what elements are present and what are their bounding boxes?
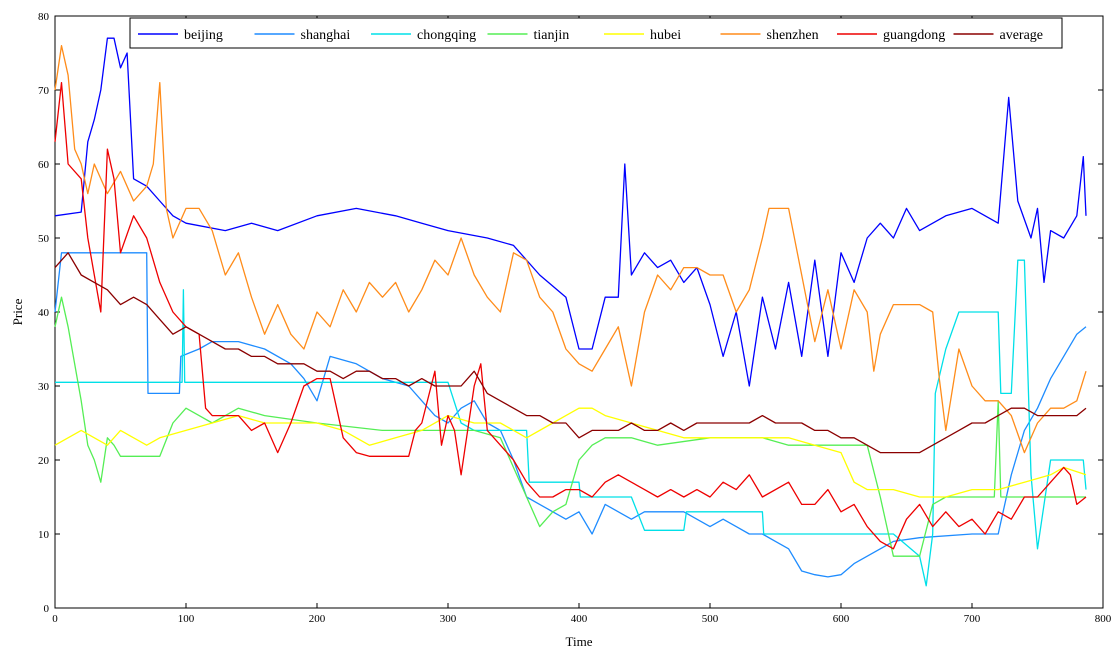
x-axis: 0 100 200 300 400 500 600 700 800: [52, 16, 1112, 625]
plot-area: [54, 15, 1104, 609]
legend-label-guangdong: guangdong: [883, 28, 945, 43]
y-tick-label: 60: [38, 159, 50, 171]
y-axis-title: Price: [10, 298, 25, 325]
legend-label-beijing: beijing: [184, 28, 223, 43]
y-tick-label: 10: [38, 529, 50, 541]
x-tick-label: 0: [52, 613, 58, 625]
y-tick-label: 40: [38, 307, 50, 319]
x-tick-label: 100: [178, 613, 195, 625]
series-layer: [54, 37, 1087, 587]
x-tick-label: 800: [1095, 613, 1112, 625]
y-tick-label: 0: [44, 603, 50, 615]
x-tick-label: 600: [833, 613, 850, 625]
series-line-hubei: [54, 407, 1087, 498]
legend-label-shanghai: shanghai: [301, 28, 351, 43]
y-tick-label: 50: [38, 233, 50, 245]
y-tick-label: 20: [38, 455, 50, 467]
x-axis-title: Time: [566, 634, 593, 648]
series-line-average: [54, 252, 1087, 454]
series-line-beijing: [54, 37, 1087, 387]
y-tick-label: 80: [38, 11, 50, 23]
y-axis: 0 10 20 30 40 50 60 70 80: [38, 11, 1103, 615]
legend-label-chongqing: chongqing: [417, 28, 476, 43]
legend-label-shenzhen: shenzhen: [767, 28, 819, 43]
x-tick-label: 700: [964, 613, 981, 625]
x-tick-label: 500: [702, 613, 719, 625]
x-tick-label: 300: [440, 613, 457, 625]
y-tick-label: 30: [38, 381, 50, 393]
x-tick-label: 400: [571, 613, 588, 625]
y-tick-label: 70: [38, 85, 50, 97]
legend-label-average: average: [1000, 28, 1044, 43]
legend-box: [129, 17, 1063, 49]
legend: beijing shanghai chongqing tianjin hubei shen…: [129, 17, 1063, 49]
legend-label-tianjin: tianjin: [534, 28, 570, 43]
series-line-shanghai: [54, 252, 1087, 578]
legend-label-hubei: hubei: [650, 28, 681, 43]
series-line-chongqing: [55, 259, 1087, 587]
series-line-shenzhen: [54, 44, 1087, 454]
series-line-tianjin: [54, 296, 1086, 557]
x-tick-label: 200: [309, 613, 326, 625]
